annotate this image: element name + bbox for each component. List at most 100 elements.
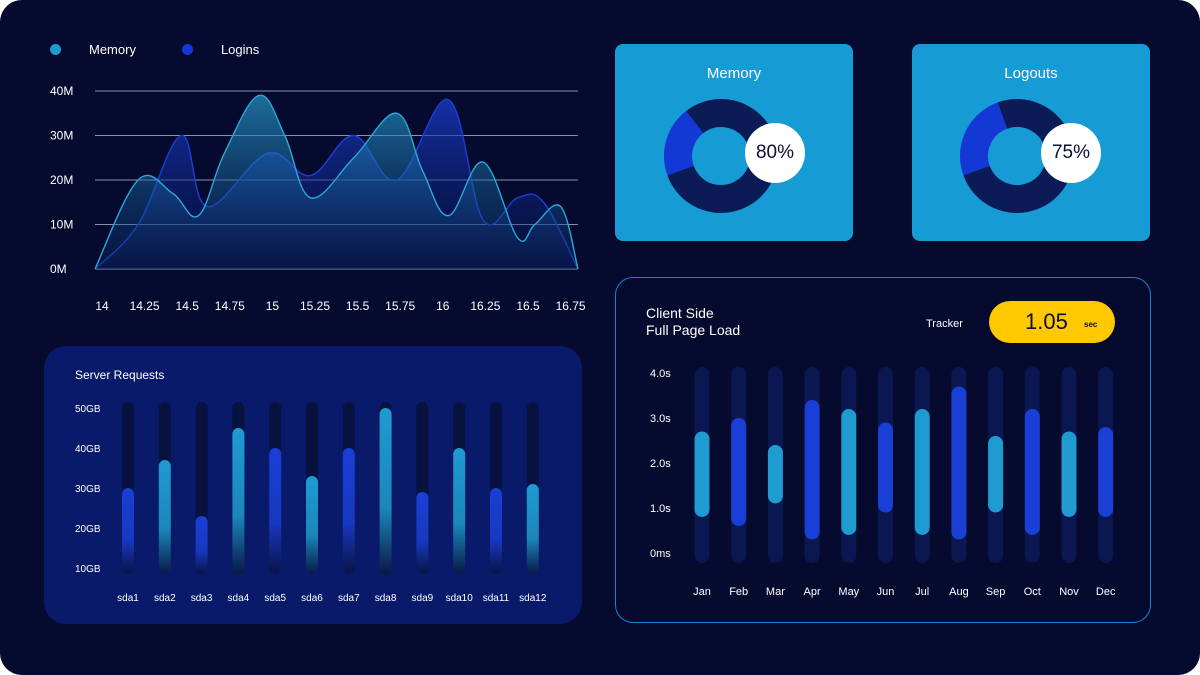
bar-sda10[interactable] — [453, 448, 466, 574]
x-tick-label: Jul — [915, 586, 929, 598]
bar-Feb[interactable] — [731, 418, 747, 526]
tracker-value: 1.05 — [1025, 309, 1068, 334]
tracker-unit: sec — [1084, 320, 1098, 329]
area-memory — [95, 95, 578, 269]
x-tick-label: Oct — [1024, 586, 1041, 598]
y-tick-label: 10GB — [75, 564, 101, 575]
legend-label-logins: Logins — [220, 42, 260, 57]
x-tick-label: Apr — [804, 586, 821, 598]
page-load-chart: 4.0s 3.0s 2.0s 1.0s 0ms Jan Feb Mar Apr May Jun Jul… — [650, 367, 1116, 598]
y-tick-label: 2.0s — [650, 458, 671, 470]
x-tick-label: 14 — [95, 299, 109, 313]
y-tick-label: 50GB — [75, 404, 101, 415]
x-tick-label: sda12 — [519, 593, 547, 604]
x-tick-label: 14.25 — [130, 299, 160, 313]
bar-sda6[interactable] — [306, 476, 318, 574]
y-tick-label: 40M — [50, 84, 73, 98]
memory-dot-icon — [50, 44, 61, 55]
x-tick-label: sda4 — [228, 593, 250, 604]
bar-Mar[interactable] — [767, 445, 783, 504]
legend-label-memory: Memory — [89, 42, 136, 57]
bar-Jul[interactable] — [914, 409, 930, 535]
server-requests-panel: Server Requests 50GB 40GB 30GB 20GB 10GB sda1… — [44, 346, 582, 624]
legend-item-memory: Memory — [50, 42, 136, 57]
line-logins — [94, 99, 579, 270]
y-tick-label: 4.0s — [650, 368, 671, 380]
y-tick-label: 40GB — [75, 444, 101, 455]
bar-Apr[interactable] — [804, 400, 820, 540]
x-tick-label: 14.5 — [176, 299, 200, 313]
logins-dot-icon — [181, 44, 193, 55]
client-side-title-line1: Client Side — [646, 305, 714, 321]
y-tick-label: 1.0s — [650, 503, 671, 515]
bar-sda9[interactable] — [416, 492, 429, 574]
bar-sda8[interactable] — [379, 408, 392, 574]
x-tick-label: Aug — [949, 586, 969, 598]
x-tick-label: sda11 — [483, 593, 510, 604]
y-tick-label: 0M — [50, 262, 67, 276]
x-tick-label: Mar — [766, 586, 785, 598]
x-tick-label: May — [838, 586, 859, 598]
client-side-title: Client Side Full Page Load — [646, 305, 786, 339]
x-tick-label: 16.75 — [556, 299, 586, 313]
x-tick-label: 15.5 — [346, 299, 370, 313]
bar-Jan[interactable] — [694, 431, 710, 518]
x-tick-label: Jun — [877, 586, 895, 598]
x-tick-label: 16.5 — [516, 299, 540, 313]
x-tick-label: Feb — [729, 586, 748, 598]
bar-sda3[interactable] — [195, 516, 208, 574]
y-tick-label: 0ms — [650, 548, 671, 560]
legend-item-logins: Logins — [181, 42, 260, 57]
x-tick-label: sda3 — [191, 593, 213, 604]
x-tick-label: sda9 — [412, 593, 434, 604]
x-tick-label: Nov — [1059, 586, 1079, 598]
y-tick-label: 30GB — [75, 484, 101, 495]
donut-slice — [664, 99, 777, 213]
tracker-badge[interactable]: 1.05 sec — [989, 301, 1115, 343]
tracker-label: Tracker — [926, 318, 963, 330]
bar-May[interactable] — [841, 409, 857, 535]
bar-sda11[interactable] — [490, 488, 502, 574]
memory-card-title: Memory — [706, 65, 762, 82]
x-tick-label: 16.25 — [470, 299, 500, 313]
bar-Nov[interactable] — [1061, 431, 1077, 518]
server-requests-chart: 50GB 40GB 30GB 20GB 10GB sda1 sda2 sda3 sda4 sda5… — [75, 402, 547, 604]
bar-Jun[interactable] — [878, 422, 893, 513]
bar-Dec[interactable] — [1098, 427, 1114, 517]
bar-sda7[interactable] — [342, 448, 355, 574]
x-tick-label: 15.75 — [385, 299, 415, 313]
x-tick-label: 15 — [266, 299, 280, 313]
x-tick-label: Jan — [693, 586, 711, 598]
x-tick-label: sda6 — [301, 593, 323, 604]
x-tick-label: sda1 — [117, 593, 139, 604]
bar-Aug[interactable] — [951, 386, 967, 540]
bar-sda2[interactable] — [158, 460, 171, 574]
x-tick-label: Dec — [1096, 586, 1116, 598]
logouts-card[interactable]: Logouts 75% — [912, 44, 1150, 241]
x-tick-label: sda5 — [264, 593, 286, 604]
x-tick-label: 16 — [436, 299, 450, 313]
area-chart: 0M 10M 20M 30M 40M 14 14.25 14.5 14.75 15 15.25 15.… — [50, 84, 586, 313]
bar-Sep[interactable] — [988, 436, 1004, 513]
x-tick-label: sda10 — [446, 593, 474, 604]
logouts-card-title: Logouts — [1004, 65, 1058, 82]
y-tick-label: 10M — [50, 218, 73, 232]
memory-card[interactable]: Memory 80% — [615, 44, 853, 241]
bar-sda5[interactable] — [269, 448, 282, 574]
x-tick-label: 15.25 — [300, 299, 330, 313]
client-side-panel: Client Side Full Page Load Tracker 1.05 … — [615, 277, 1151, 623]
donut-slice — [959, 99, 1073, 213]
y-tick-label: 30M — [50, 129, 73, 143]
x-tick-label: sda2 — [154, 593, 176, 604]
bar-sda4[interactable] — [232, 428, 245, 574]
y-tick-label: 20M — [50, 173, 73, 187]
memory-percent: 80% — [745, 123, 805, 183]
bar-Oct[interactable] — [1024, 409, 1040, 535]
y-tick-label: 3.0s — [650, 413, 671, 425]
client-side-title-line2: Full Page Load — [646, 322, 741, 338]
bar-sda12[interactable] — [526, 484, 539, 574]
bar-sda1[interactable] — [122, 488, 134, 574]
x-tick-label: 14.75 — [215, 299, 245, 313]
line-memory — [94, 94, 579, 270]
